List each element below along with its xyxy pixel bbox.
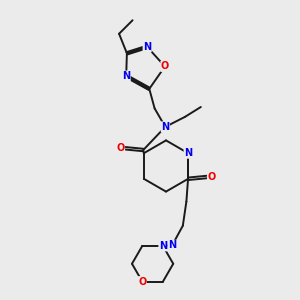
- Text: N: N: [161, 122, 169, 132]
- Text: N: N: [122, 71, 130, 81]
- Text: N: N: [143, 42, 151, 52]
- Text: N: N: [159, 241, 167, 251]
- Text: O: O: [138, 277, 146, 286]
- Text: O: O: [208, 172, 216, 182]
- Text: O: O: [116, 143, 124, 153]
- Text: N: N: [184, 148, 192, 158]
- Text: N: N: [168, 240, 176, 250]
- Text: O: O: [161, 61, 169, 71]
